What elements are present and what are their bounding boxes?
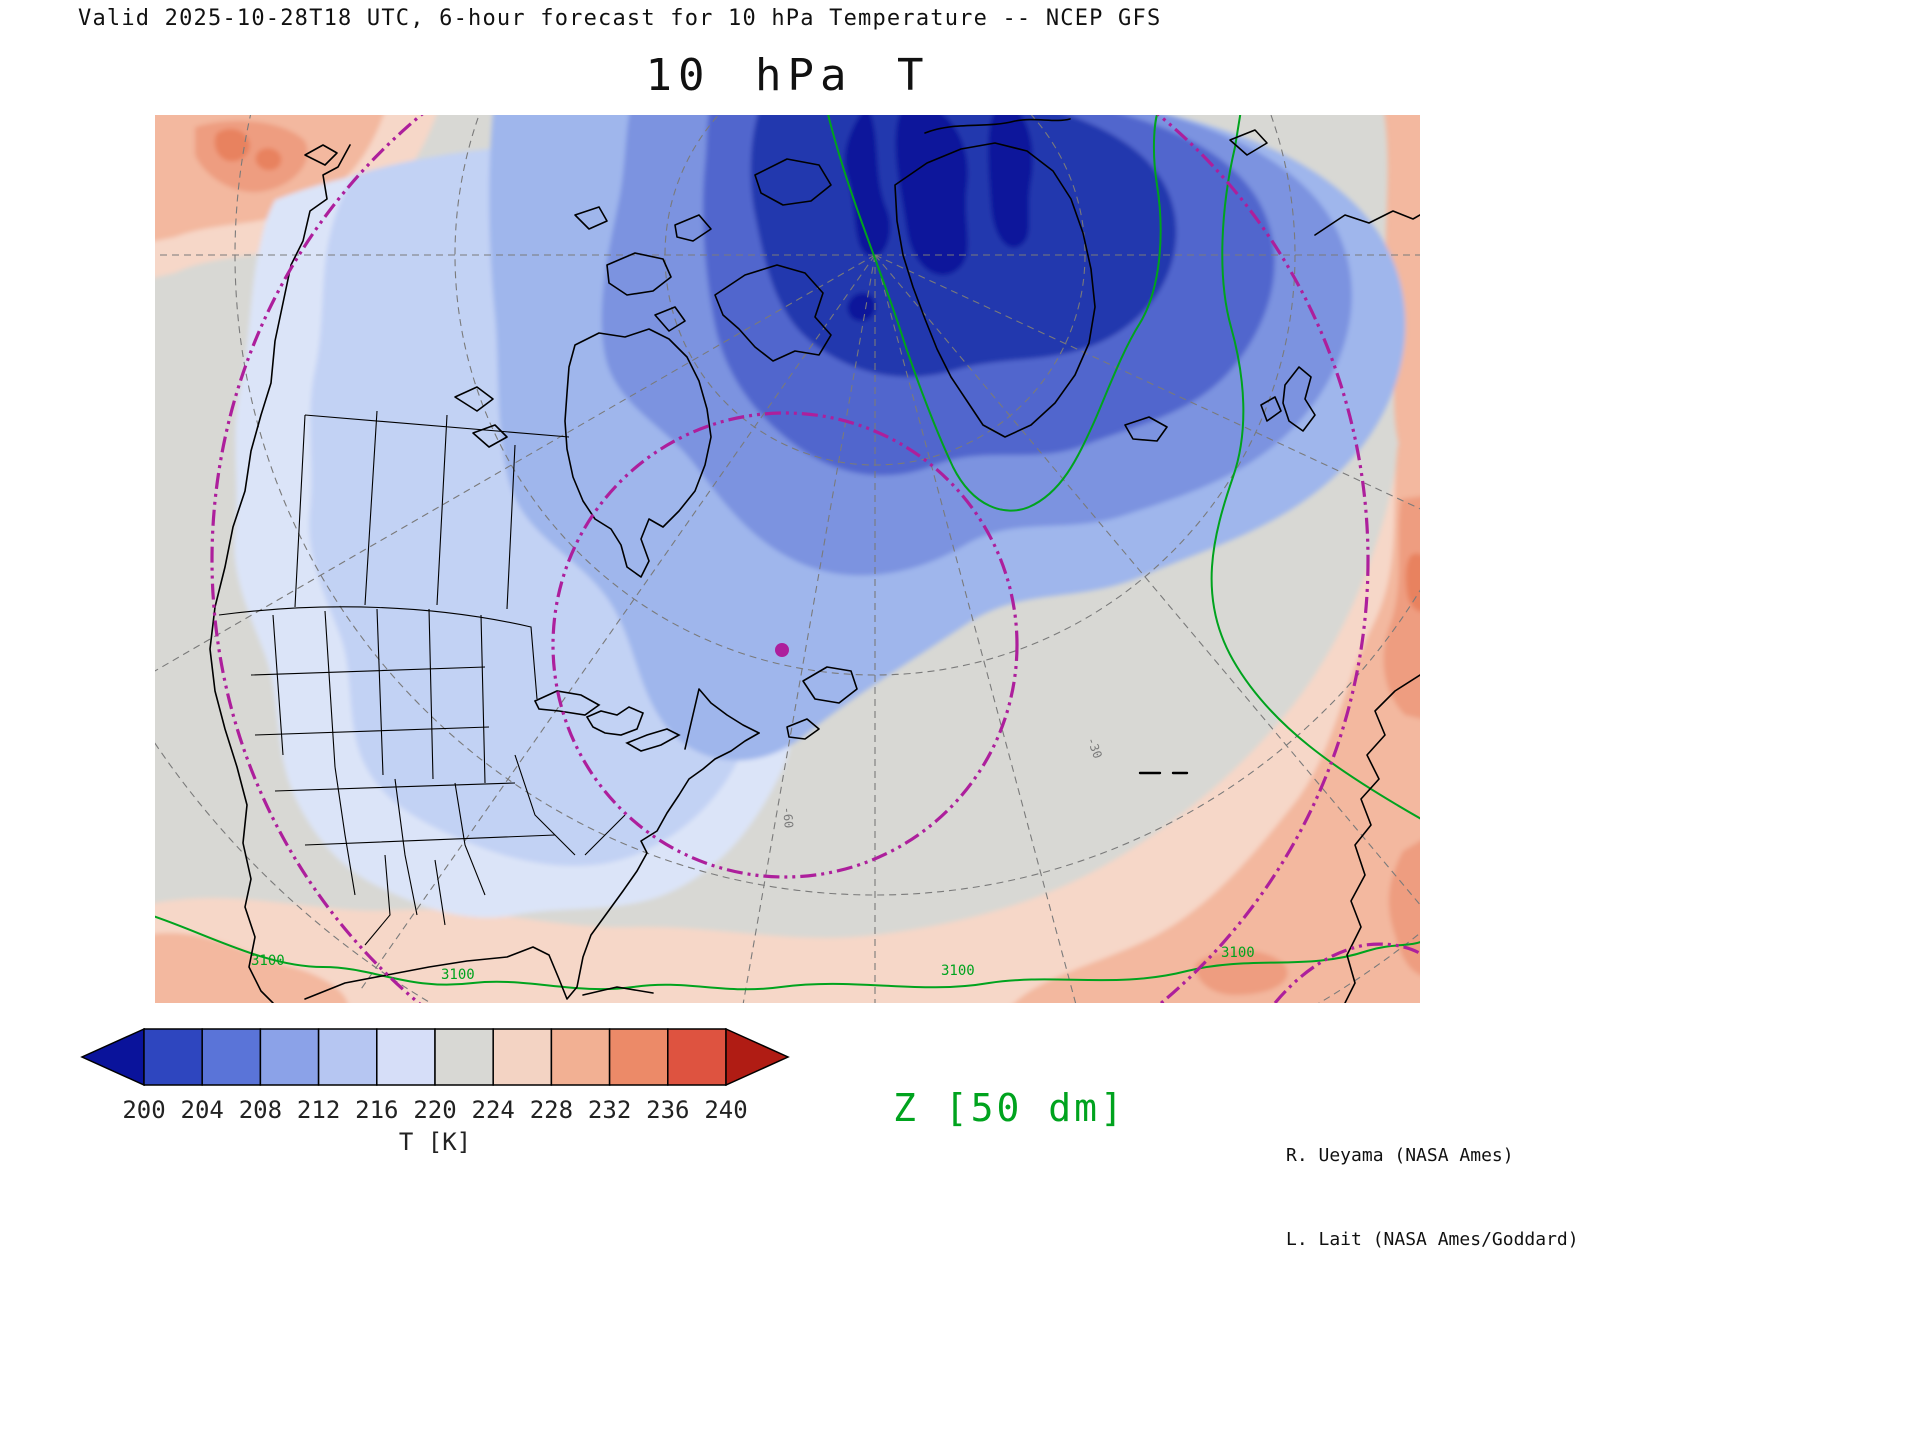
colorbar-tick-label: 220 [413, 1096, 457, 1124]
coastlines [209, 118, 1420, 1003]
colorbar-segment [550, 1028, 611, 1086]
contour-label-3100: 3100 [251, 953, 285, 969]
colorbar-tick-label: 216 [355, 1096, 399, 1124]
colorbar-ticks: 200 204 208 212 216 220 224 228 232 236 240 [122, 1096, 747, 1124]
colorbar-tick-label: 240 [704, 1096, 748, 1124]
colorbar-axis-label: T [K] [398, 1128, 472, 1156]
colorbar-segment [259, 1028, 320, 1086]
station-dot [775, 643, 789, 657]
colorbar-segment [492, 1028, 553, 1086]
graticule-label-60: -60 [780, 806, 796, 829]
colorbar-tick-label: 200 [122, 1096, 166, 1124]
colorbar-tick-label: 224 [471, 1096, 515, 1124]
colorbar-segment [434, 1028, 494, 1086]
state-borders [218, 410, 626, 946]
credit-line-2: L. Lait (NASA Ames/Goddard) [1286, 1229, 1579, 1250]
colorbar-tick-label: 232 [587, 1096, 632, 1124]
colorbar-segment [667, 1028, 727, 1086]
colorbar-segment [143, 1028, 203, 1086]
colorbar-segment [201, 1028, 262, 1086]
colorbar-segments [143, 1028, 727, 1086]
z-contour-south [155, 915, 1420, 991]
graticule-label-30: -30 [1084, 735, 1105, 760]
map-figure: -60 -30 3100 3100 3100 3100 [155, 115, 1420, 1003]
colorbar-right-arrow [725, 1027, 790, 1087]
contour-label-3100: 3100 [441, 967, 475, 983]
credit-line-1: R. Ueyama (NASA Ames) [1286, 1145, 1514, 1166]
credits: R. Ueyama (NASA Ames) L. Lait (NASA Ames… [1286, 1086, 1579, 1282]
geopotential-contours [155, 115, 1420, 991]
colorbar-tick-label: 236 [646, 1096, 690, 1124]
colorbar-tick-label: 204 [180, 1096, 224, 1124]
colorbar-tick-label: 228 [529, 1096, 574, 1124]
terminator-arc-corner [1273, 942, 1420, 1003]
z-contour-east [1210, 115, 1420, 820]
colorbar-left-arrow [80, 1027, 145, 1087]
colorbar-tick-label: 208 [238, 1096, 283, 1124]
graticule [155, 115, 1420, 1003]
great-lakes [533, 690, 681, 752]
colorbar-segment [317, 1028, 378, 1086]
colorbar-tick-label: 212 [296, 1096, 341, 1124]
contour-value-labels: 3100 3100 3100 3100 [251, 945, 1255, 983]
z-units-label: Z [50 dm] [893, 1086, 1126, 1130]
vortex-core [844, 115, 1033, 322]
weather-map: -60 -30 3100 3100 3100 3100 [155, 115, 1420, 1003]
colorbar-segment [376, 1028, 436, 1086]
valid-time-header: Valid 2025-10-28T18 UTC, 6-hour forecast… [78, 6, 1162, 31]
page-title: 10 hPa T [645, 50, 930, 101]
graticule-labels: -60 -30 [780, 735, 1105, 829]
contour-label-3100: 3100 [1221, 945, 1255, 961]
terminator-circle-large [210, 115, 1370, 1003]
colorbar [80, 1027, 790, 1087]
temperature-field [155, 115, 1420, 1003]
terminator-annotations [210, 115, 1420, 1003]
colorbar-segment [608, 1028, 669, 1086]
terminator-circle-small [551, 411, 1019, 879]
contour-label-3100: 3100 [941, 963, 975, 979]
z-contour-vortex [827, 115, 1162, 512]
